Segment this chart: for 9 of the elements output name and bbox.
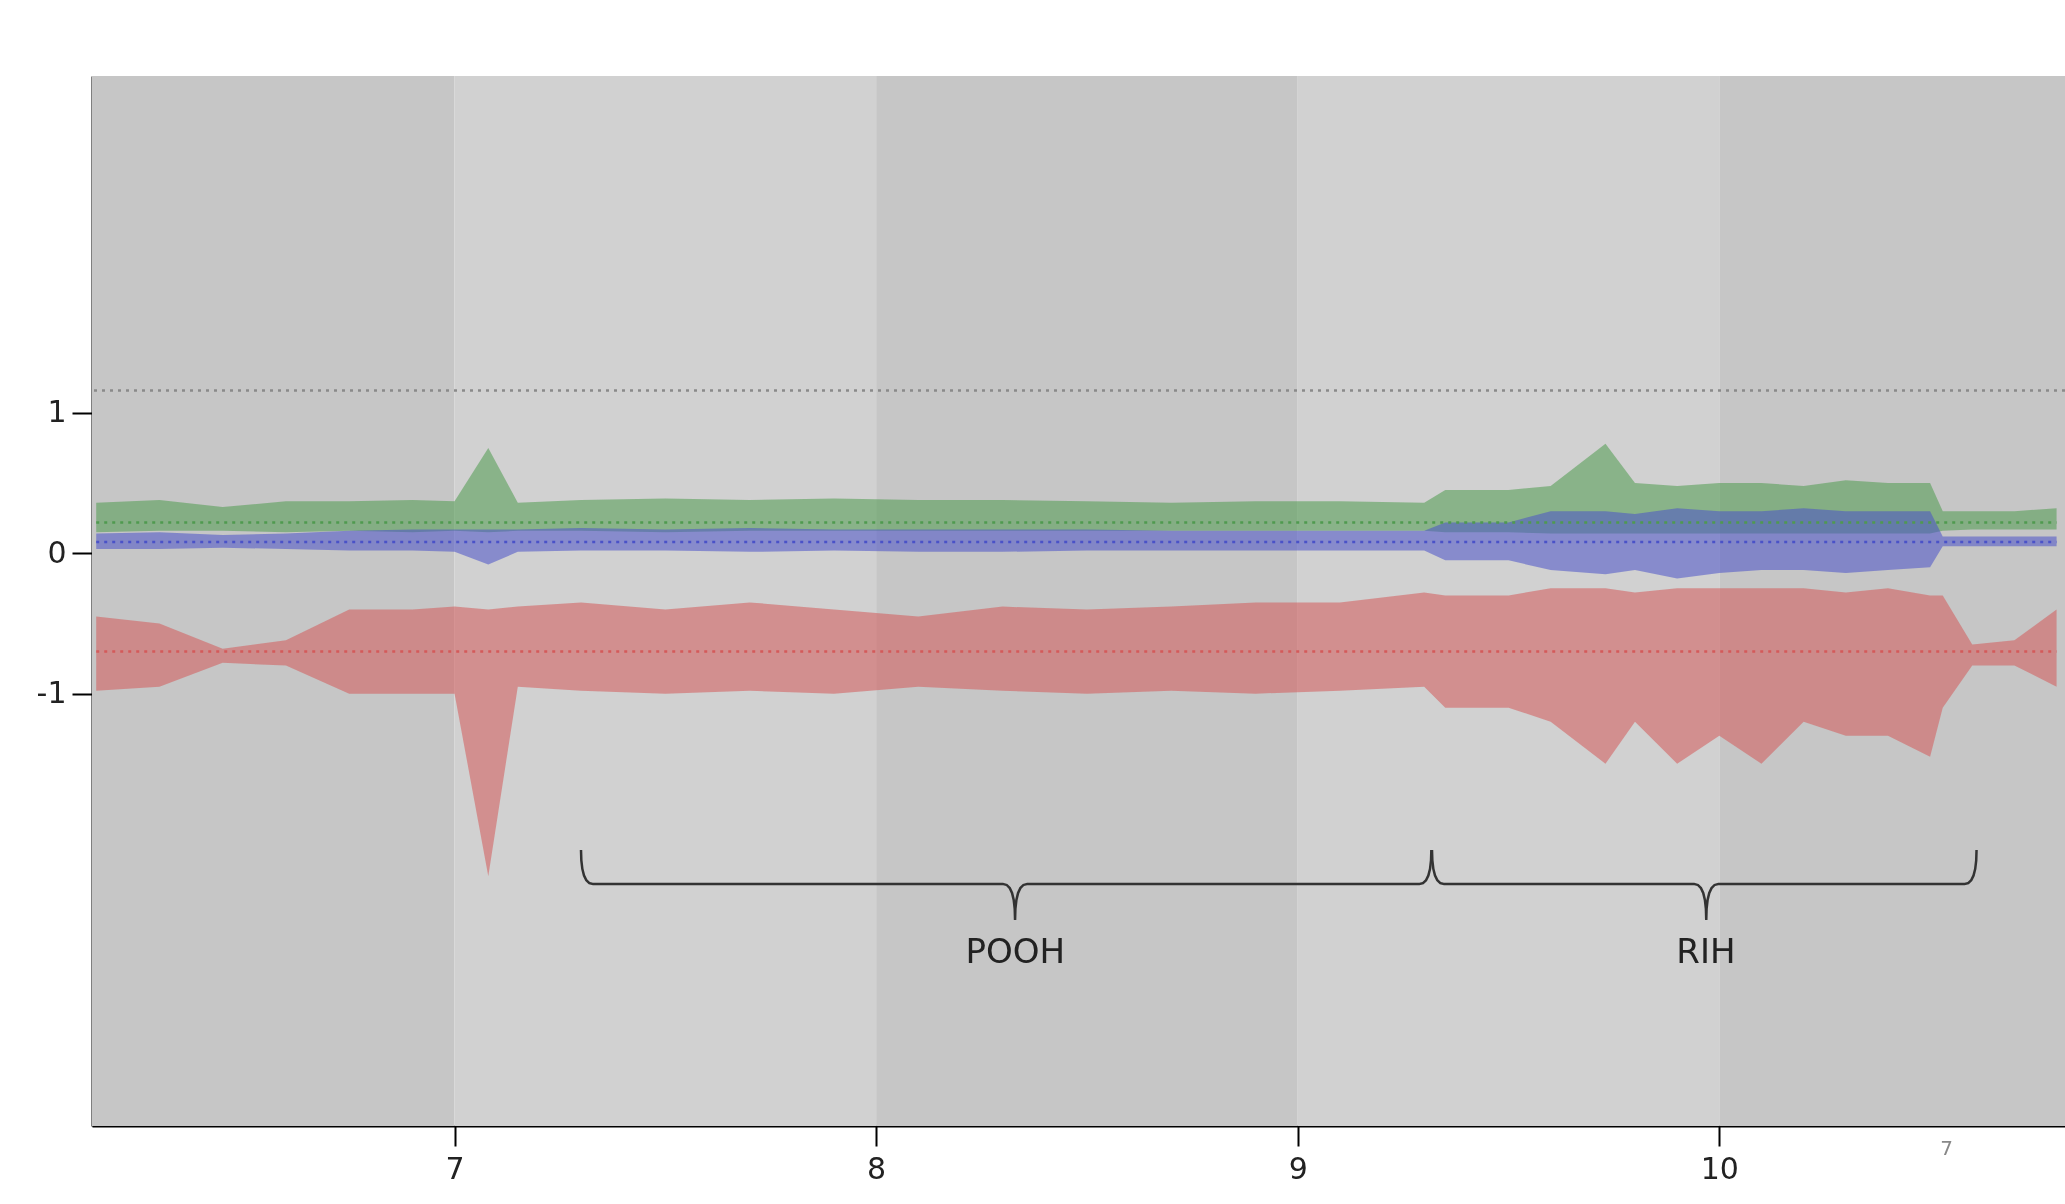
y-tick-label: -1 <box>36 675 67 711</box>
annotation: RIH <box>1676 931 1736 971</box>
x-tick-label: 10 <box>1700 1150 1739 1186</box>
x-tick-label: 7 <box>445 1150 465 1186</box>
annotation: POOH <box>965 931 1066 971</box>
x-tick-label: 9 <box>1288 1150 1308 1186</box>
y-tick-label: 1 <box>47 394 67 430</box>
y-tick-label: 0 <box>47 534 67 570</box>
x-tick-label: 8 <box>867 1150 887 1186</box>
